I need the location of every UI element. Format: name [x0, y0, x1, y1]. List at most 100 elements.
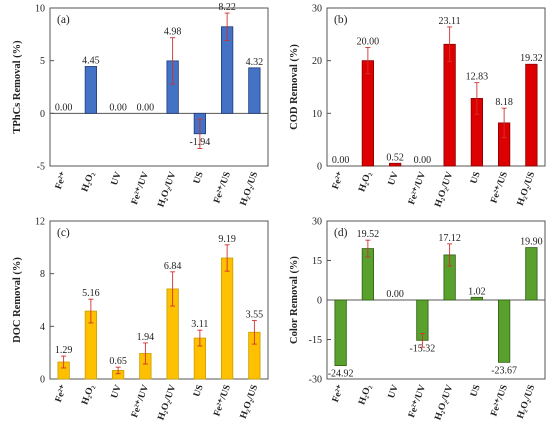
data-label-2: 4.45	[82, 55, 100, 66]
chart-panel-4: -30 -15 0 15 30 Color Removal (%) (d) -24.92 Fe²…	[289, 217, 546, 422]
category-label-8: H₂O₂/US	[516, 384, 537, 421]
data-label-7: 8.22	[218, 2, 236, 13]
chart-panel-2: 0 10 20 30 COD Removal (%) (b) 0.00 Fe²⁺ 20.00 H₂…	[289, 4, 546, 209]
bar-8	[248, 67, 261, 114]
y-tick-label: 15	[312, 256, 322, 267]
y-tick-label: -30	[309, 375, 322, 386]
panel-label: (d)	[334, 227, 348, 239]
data-label-7: 8.18	[495, 97, 513, 108]
data-label-6: 1.02	[468, 286, 486, 297]
data-label-6: 12.83	[466, 72, 489, 83]
bar-6	[470, 296, 483, 301]
y-tick-label: 0	[40, 109, 45, 120]
y-tick-label: 8	[40, 269, 45, 280]
bar-1	[334, 299, 347, 367]
y-axis-label: DOC Removal (%)	[12, 257, 23, 343]
category-label-3: UV	[110, 170, 124, 186]
category-label-8: H₂O₂/US	[516, 171, 537, 208]
data-label-3: 0.00	[386, 289, 404, 300]
bar-3	[389, 162, 402, 167]
category-label-1: Fe²⁺	[54, 384, 70, 404]
data-label-7: -23.67	[491, 365, 517, 376]
panel-label: (b)	[334, 14, 348, 26]
category-label-8: H₂O₂/US	[239, 171, 260, 208]
data-label-2: 19.52	[357, 229, 380, 240]
category-label-6: US	[192, 384, 206, 399]
category-label-8: H₂O₂/US	[239, 384, 260, 421]
category-label-5: H₂O₂/UV	[433, 383, 455, 421]
y-axis-label: COD Removal (%)	[289, 44, 300, 130]
bar-8	[525, 63, 538, 167]
category-label-1: Fe²⁺	[331, 384, 347, 404]
y-tick-label: 30	[312, 217, 322, 228]
data-label-8: 19.90	[520, 237, 543, 248]
category-label-7: Fe²⁺/US	[489, 384, 510, 418]
y-tick-label: 12	[35, 217, 45, 228]
chart-panel-1: -5 0 5 10 TPhCs Removal (%) (a) 0.00 Fe²⁺ 4.45 H₂…	[12, 2, 269, 209]
data-label-5: 17.12	[438, 233, 461, 244]
y-tick-label: 0	[317, 162, 322, 173]
chart-panel-3: 0 4 8 12 DOC Removal (%) (c) 1.29 Fe²⁺ 5.16 H₂O₂ 0…	[12, 217, 269, 422]
category-label-6: US	[192, 171, 206, 186]
data-label-1: 0.00	[55, 102, 73, 113]
panel-label: (a)	[57, 14, 70, 26]
y-tick-label: 4	[40, 322, 45, 333]
y-tick-label: -5	[37, 162, 45, 173]
y-tick-label: 5	[40, 56, 45, 67]
category-label-6: US	[469, 384, 483, 399]
category-label-3: UV	[387, 383, 401, 399]
category-label-1: Fe²⁺	[54, 171, 70, 191]
data-label-4: -15.32	[409, 343, 435, 354]
data-label-3: 0.52	[386, 152, 404, 163]
y-tick-label: 0	[40, 375, 45, 386]
data-label-7: 9.19	[218, 234, 236, 245]
data-label-5: 4.98	[164, 27, 182, 38]
category-label-5: H₂O₂/UV	[433, 170, 455, 208]
data-label-3: 0.65	[109, 356, 127, 367]
category-label-2: H₂O₂	[80, 383, 96, 406]
category-label-4: Fe²⁺/UV	[407, 170, 428, 206]
data-label-2: 20.00	[357, 37, 380, 48]
y-tick-label: 20	[312, 56, 322, 67]
category-label-3: UV	[387, 170, 401, 186]
y-axis-label: Color Removal (%)	[289, 256, 300, 344]
category-label-4: Fe²⁺/UV	[130, 383, 151, 419]
bar-2	[361, 60, 374, 167]
data-label-4: 1.94	[137, 332, 155, 343]
plot-frame	[49, 220, 269, 380]
data-label-1: 1.29	[55, 345, 73, 356]
category-label-2: H₂O₂	[357, 383, 373, 406]
y-tick-label: 30	[312, 4, 322, 15]
data-label-5: 23.11	[439, 16, 461, 27]
category-label-2: H₂O₂	[357, 170, 373, 193]
data-label-8: 3.55	[246, 309, 264, 320]
panel-label: (c)	[57, 227, 70, 239]
category-label-4: Fe²⁺/UV	[407, 383, 428, 419]
data-label-1: 0.00	[332, 155, 350, 166]
data-label-5: 6.84	[164, 261, 182, 272]
category-label-2: H₂O₂	[80, 170, 96, 193]
bar-7	[221, 257, 234, 380]
bar-7	[498, 299, 511, 363]
data-label-1: -24.92	[328, 369, 354, 380]
category-label-3: UV	[110, 383, 124, 399]
data-label-3: 0.00	[109, 102, 127, 113]
category-label-4: Fe²⁺/UV	[130, 170, 151, 206]
y-tick-label: 10	[312, 109, 322, 120]
category-label-7: Fe²⁺/US	[212, 384, 233, 418]
plot-frame	[326, 7, 546, 167]
category-label-7: Fe²⁺/US	[489, 171, 510, 205]
data-label-2: 5.16	[82, 288, 100, 299]
y-tick-label: 0	[317, 296, 322, 307]
bar-8	[525, 247, 538, 301]
category-label-7: Fe²⁺/US	[212, 171, 233, 205]
data-label-4: 0.00	[414, 155, 432, 166]
y-tick-label: -15	[309, 335, 322, 346]
bar-2	[84, 66, 97, 114]
bar-5	[443, 43, 456, 167]
y-tick-label: 10	[35, 4, 45, 15]
data-label-6: 3.11	[191, 319, 208, 330]
category-label-1: Fe²⁺	[331, 171, 347, 191]
y-axis-label: TPhCs Removal (%)	[12, 40, 23, 134]
